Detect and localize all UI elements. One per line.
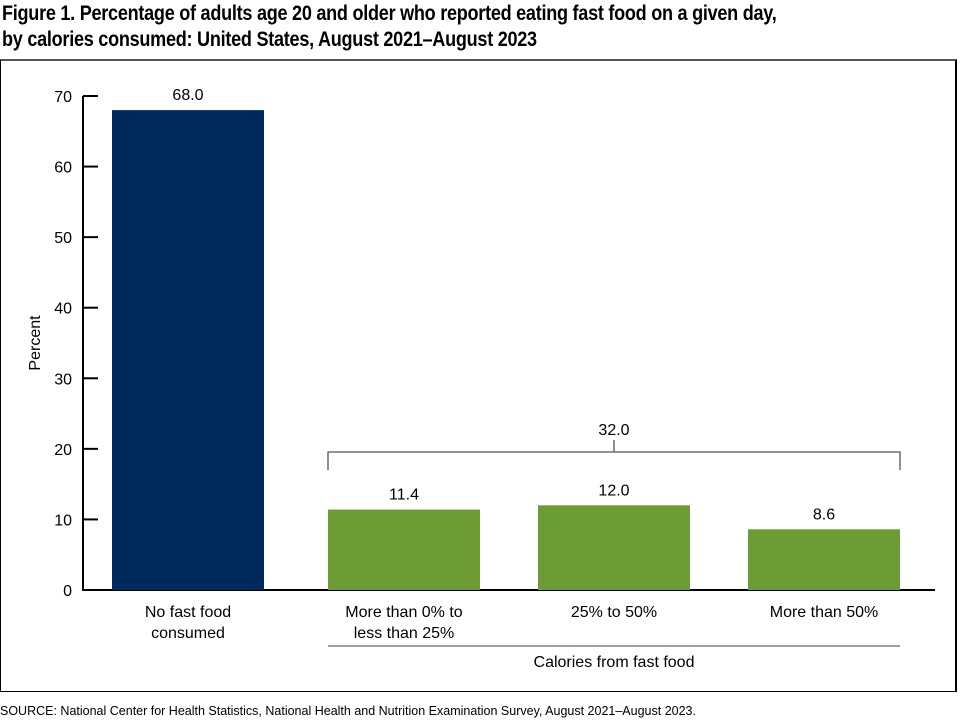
- y-axis-label: Percent: [27, 315, 44, 371]
- bar-value-label: 11.4: [389, 487, 419, 504]
- x-category-label: More than 0% to: [345, 604, 463, 621]
- x-category-label: More than 50%: [770, 604, 879, 621]
- group-bracket-label: 32.0: [598, 422, 629, 439]
- chart-title-line-2: by calories consumed: United States, Aug…: [2, 28, 537, 51]
- y-tick-label: 40: [54, 301, 72, 318]
- bar: [748, 529, 900, 590]
- y-tick-label: 10: [54, 512, 72, 529]
- x-axis-label: Calories from fast food: [534, 654, 695, 671]
- x-category-label: consumed: [151, 625, 225, 642]
- y-tick-label: 0: [63, 583, 72, 600]
- bar-value-label: 12.0: [598, 482, 629, 499]
- bar: [538, 505, 690, 590]
- y-tick-label: 30: [54, 371, 72, 388]
- bar-value-label: 68.0: [172, 87, 203, 104]
- y-tick-label: 20: [54, 442, 72, 459]
- group-bracket: [327, 451, 901, 470]
- bar: [112, 110, 264, 590]
- bar-chart: 0 10 20 30 40 50 60 70 Percent 68.0 No fast food co…: [27, 87, 935, 671]
- y-tick-label: 60: [54, 160, 72, 177]
- bar-value-label: 8.6: [813, 506, 835, 523]
- x-category-label: less than 25%: [354, 625, 455, 642]
- chart-title-line-1: Figure 1. Percentage of adults age 20 an…: [2, 2, 777, 25]
- chart-frame: [0, 59, 957, 692]
- chart-title: Figure 1. Percentage of adults age 20 an…: [2, 1, 826, 53]
- y-tick-label: 70: [54, 89, 72, 106]
- source-note: SOURCE: National Center for Health Stati…: [0, 704, 696, 718]
- x-category-label: No fast food: [145, 604, 231, 621]
- bar: [328, 509, 480, 590]
- x-category-label: 25% to 50%: [571, 604, 657, 621]
- y-tick-label: 50: [54, 230, 72, 247]
